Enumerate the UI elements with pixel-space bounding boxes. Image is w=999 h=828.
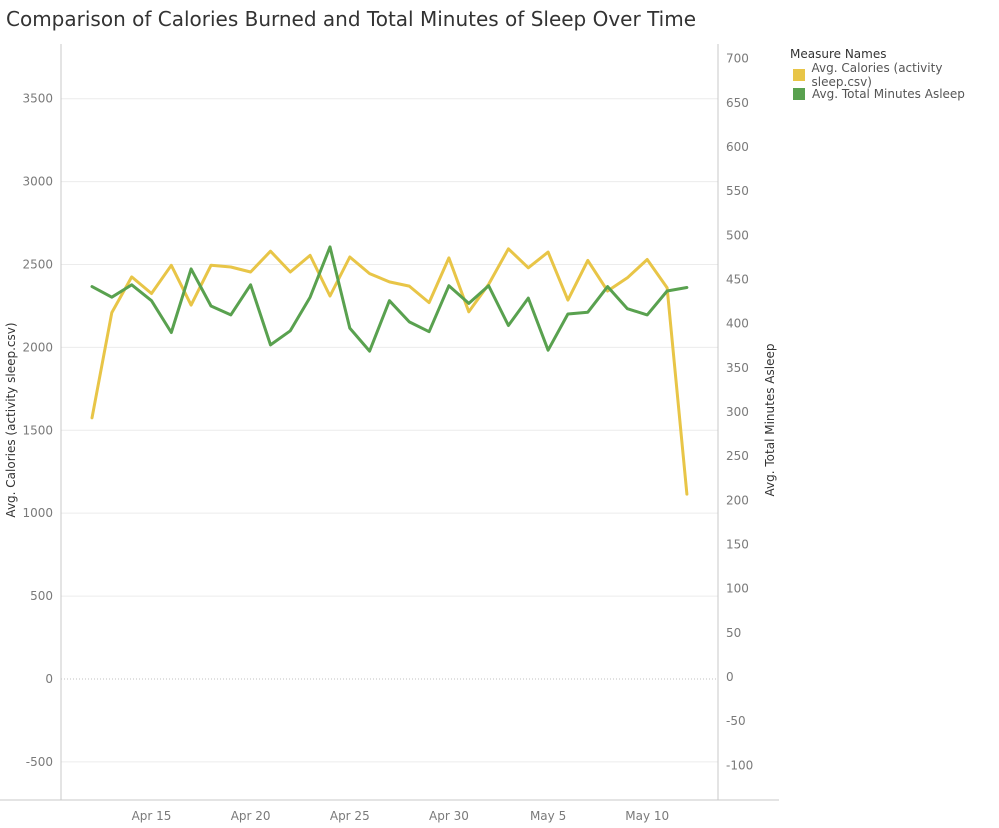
x-tick-label: Apr 20 [231, 809, 271, 823]
y2-tick-label: 500 [726, 228, 749, 242]
y2-tick-label: 600 [726, 140, 749, 154]
y-tick-label: 500 [30, 589, 53, 603]
legend: Measure Names Avg. Calories (activity sl… [790, 47, 999, 103]
y2-tick-label: 250 [726, 449, 749, 463]
y2-tick-label: 300 [726, 405, 749, 419]
y-axis-title-left: Avg. Calories (activity sleep.csv) [4, 322, 18, 517]
legend-swatch-sleep [793, 87, 805, 100]
y-tick-label: 0 [45, 672, 53, 686]
legend-swatch-calories [793, 68, 805, 81]
legend-item-calories[interactable]: Avg. Calories (activity sleep.csv) [790, 61, 999, 89]
y2-tick-label: 450 [726, 273, 749, 287]
y2-tick-label: 400 [726, 317, 749, 331]
x-tick-label: Apr 15 [132, 809, 172, 823]
y-tick-label: 2000 [22, 340, 53, 354]
legend-title: Measure Names [790, 47, 887, 61]
legend-label-sleep: Avg. Total Minutes Asleep [812, 86, 965, 101]
y-tick-label: -500 [26, 755, 53, 769]
y2-tick-label: -100 [726, 758, 753, 772]
y2-tick-label: 50 [726, 626, 741, 640]
x-tick-label: May 5 [530, 809, 566, 823]
y2-tick-label: -50 [726, 714, 746, 728]
y2-tick-label: 700 [726, 52, 749, 66]
y-axis-left: 3500 3000 2500 2000 1500 1000 500 0 -500 [22, 92, 53, 769]
y-axis-title-right: Avg. Total Minutes Asleep [763, 344, 777, 497]
series-line-calories [90, 247, 689, 496]
y2-tick-label: 200 [726, 493, 749, 507]
x-tick-label: May 10 [625, 809, 669, 823]
y-tick-label: 1000 [22, 506, 53, 520]
legend-item-sleep[interactable]: Avg. Total Minutes Asleep [790, 84, 999, 103]
y-tick-label: 1500 [22, 423, 53, 437]
legend-label-calories: Avg. Calories (activity sleep.csv) [811, 60, 943, 89]
y-tick-label: 3000 [22, 175, 53, 189]
y2-tick-label: 550 [726, 184, 749, 198]
y-axis-right: 7006506005505004504003503002502001501005… [726, 52, 753, 773]
x-tick-label: Apr 30 [429, 809, 469, 823]
y2-tick-label: 0 [726, 670, 734, 684]
y2-tick-label: 150 [726, 537, 749, 551]
y2-tick-label: 100 [726, 582, 749, 596]
chart-title: Comparison of Calories Burned and Total … [6, 7, 697, 31]
series-lines [90, 245, 689, 496]
plot-frame [0, 44, 779, 801]
y2-tick-label: 650 [726, 96, 749, 110]
y-tick-label: 3500 [22, 92, 53, 106]
x-axis: Apr 15 Apr 20 Apr 25 Apr 30 May 5 May 10 [132, 809, 670, 823]
y2-tick-label: 350 [726, 361, 749, 375]
series-line-sleep [90, 245, 689, 353]
y-tick-label: 2500 [22, 258, 53, 272]
gridlines [61, 98, 718, 763]
x-tick-label: Apr 25 [330, 809, 370, 823]
